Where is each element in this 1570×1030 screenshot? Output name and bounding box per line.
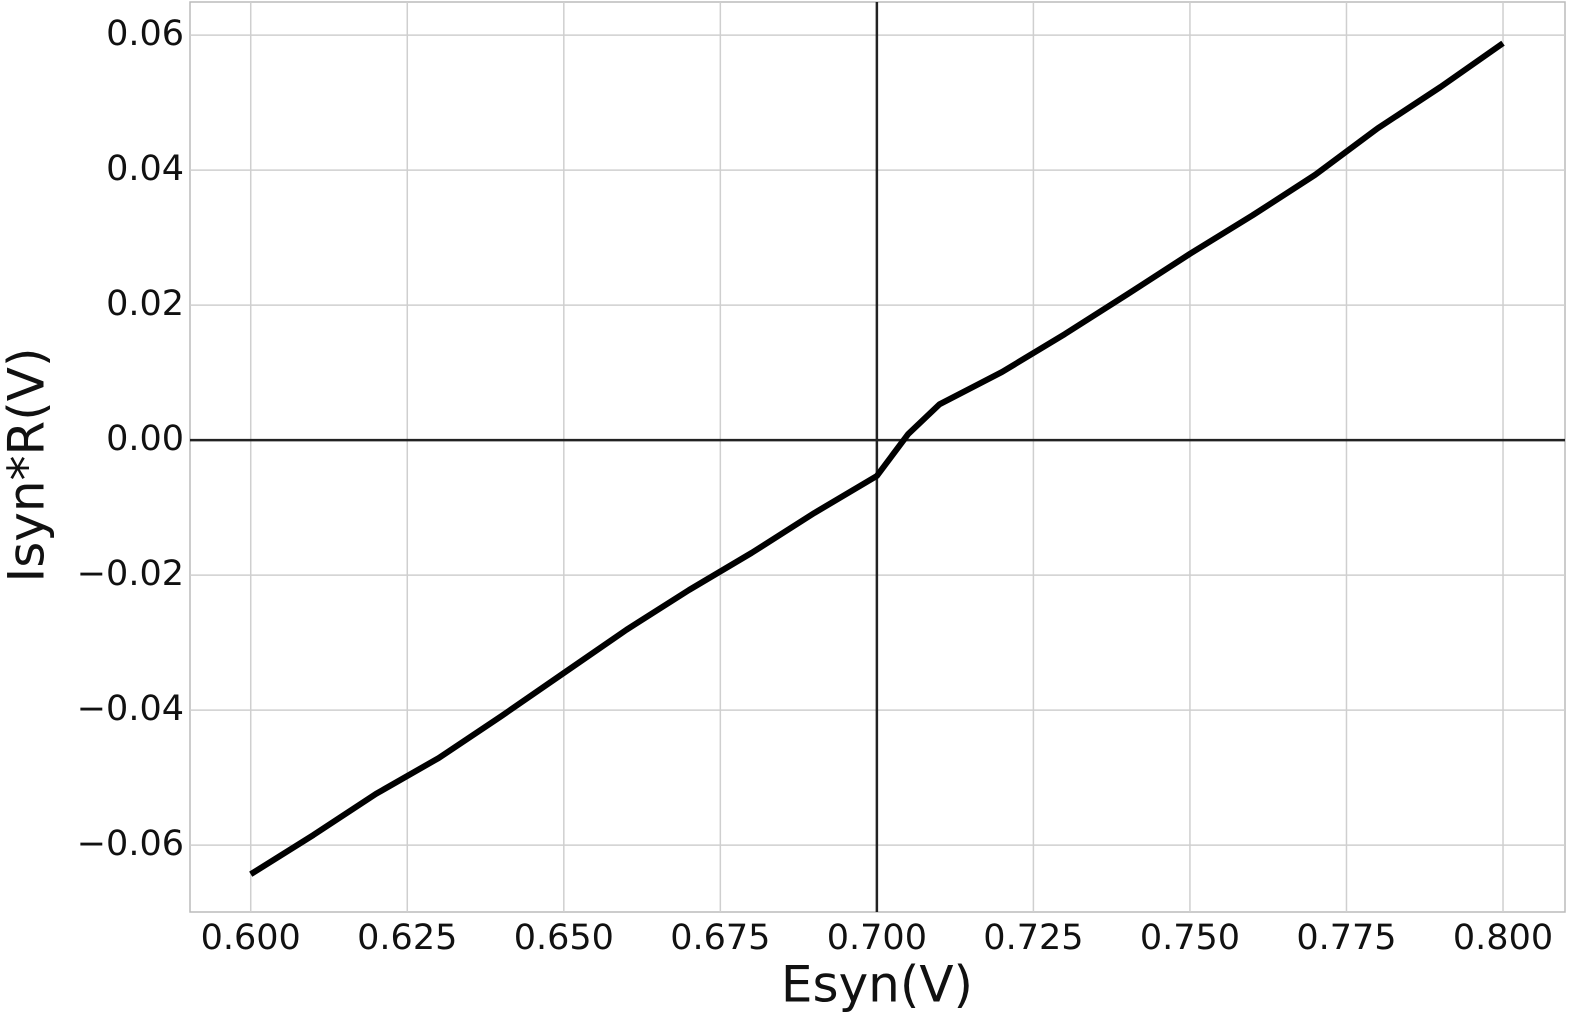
x-tick-label: 0.600 <box>201 918 301 958</box>
data-line <box>249 40 1505 877</box>
x-axis-label: Esyn(V) <box>781 956 973 1014</box>
y-tick-label: 0.02 <box>106 284 184 324</box>
x-tick-label: 0.675 <box>670 918 770 958</box>
x-tick-label: 0.800 <box>1453 918 1553 958</box>
x-tick-label: 0.725 <box>983 918 1083 958</box>
x-tick-label: 0.650 <box>514 918 614 958</box>
y-tick-label: −0.04 <box>77 689 184 729</box>
x-tick-label: 0.700 <box>827 918 927 958</box>
y-axis-label: Isyn*R(V) <box>0 347 56 582</box>
x-tick-label: 0.775 <box>1296 918 1396 958</box>
y-tick-label: −0.06 <box>77 824 184 864</box>
y-tick-label: 0.00 <box>106 419 184 459</box>
x-tick-label: 0.625 <box>357 918 457 958</box>
x-tick-label: 0.750 <box>1140 918 1240 958</box>
y-tick-label: 0.06 <box>106 14 184 54</box>
y-tick-label: 0.04 <box>106 149 184 189</box>
y-tick-label: −0.02 <box>77 554 184 594</box>
